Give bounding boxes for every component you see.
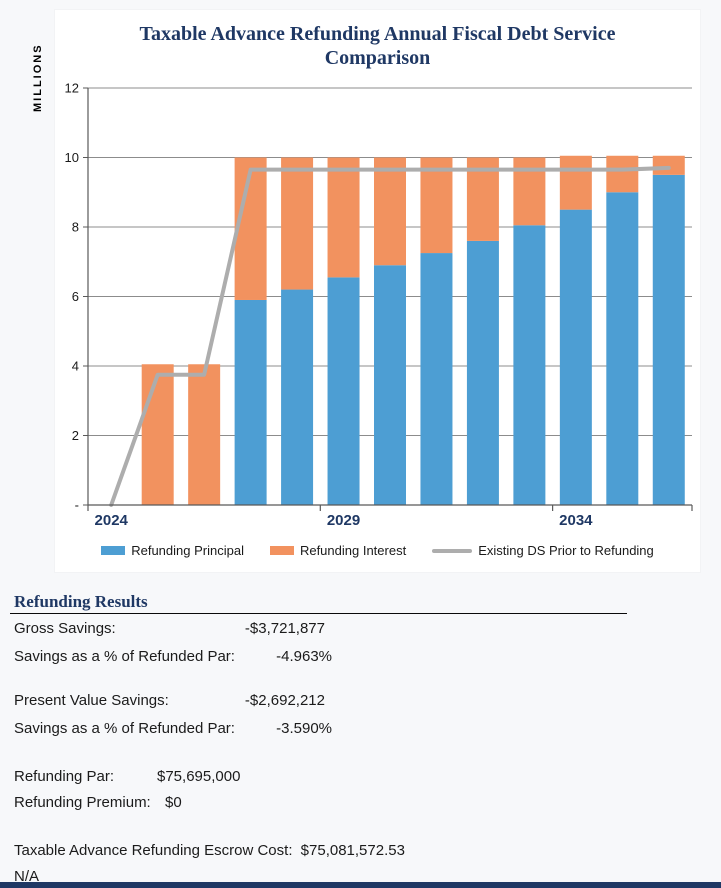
- refunding-par-value: $75,695,000: [157, 768, 241, 785]
- gross-savings-pct-label: Savings as a % of Refunded Par:: [14, 648, 235, 665]
- legend-label: Refunding Principal: [131, 543, 244, 558]
- svg-text:2034: 2034: [559, 512, 593, 529]
- svg-text:4: 4: [72, 359, 79, 374]
- na-label: N/A: [14, 868, 40, 885]
- y-axis-title: MILLIONS: [32, 43, 44, 112]
- escrow-cost-label-and-value: Taxable Advance Refunding Escrow Cost: $…: [14, 842, 405, 859]
- chart-legend: Refunding Principal Refunding Interest E…: [55, 543, 700, 558]
- svg-text:2: 2: [72, 428, 79, 443]
- na-row: N/A: [0, 868, 721, 886]
- interest-swatch-icon: [269, 546, 294, 555]
- refunding-results-section: Refunding Results Gross Savings: -$3,721…: [0, 588, 721, 885]
- pv-savings-value: -$2,692,212: [244, 692, 325, 709]
- legend-item-existing-ds: Existing DS Prior to Refunding: [432, 543, 654, 558]
- pv-savings-pct-label: Savings as a % of Refunded Par:: [14, 720, 235, 737]
- gross-savings-row: Gross Savings: -$3,721,877: [0, 620, 721, 638]
- refunding-premium-label: Refunding Premium:: [14, 794, 151, 811]
- chart-title-line2: Comparison: [324, 47, 431, 69]
- gross-savings-label: Gross Savings:: [14, 620, 116, 637]
- results-divider: [10, 613, 627, 614]
- legend-label: Refunding Interest: [299, 543, 407, 558]
- existing-ds-line-swatch-icon: [432, 548, 473, 553]
- svg-text:2024: 2024: [95, 512, 129, 529]
- refunding-premium-value: $0: [165, 794, 182, 811]
- svg-text:12: 12: [65, 81, 79, 96]
- refunding-par-label: Refunding Par:: [14, 768, 115, 785]
- results-heading: Refunding Results: [14, 592, 148, 611]
- refunding-premium-row: Refunding Premium: $0: [0, 794, 721, 812]
- svg-text:6: 6: [72, 289, 79, 304]
- pv-savings-pct-value: -3.590%: [276, 720, 332, 737]
- escrow-cost-value: $75,081,572.53: [300, 842, 405, 859]
- legend-item-refunding-interest: Refunding Interest: [269, 543, 407, 558]
- svg-text:2029: 2029: [327, 512, 360, 529]
- pv-savings-pct-row: Savings as a % of Refunded Par: -3.590%: [0, 720, 721, 738]
- debt-service-chart: - 2 4 6 8 10 12 2024 2029 2034: [65, 81, 693, 529]
- chart-title: Taxable Advance Refunding Annual Fiscal …: [55, 22, 700, 70]
- principal-swatch-icon: [101, 546, 126, 555]
- footer-bar: [0, 882, 721, 888]
- gross-savings-pct-value: -4.963%: [276, 648, 332, 665]
- legend-item-refunding-principal: Refunding Principal: [101, 543, 244, 558]
- chart-card: - 2 4 6 8 10 12 2024 2029 2034 Taxable Advance Re…: [55, 10, 700, 572]
- gross-savings-value: -$3,721,877: [244, 620, 325, 637]
- gross-savings-pct-row: Savings as a % of Refunded Par: -4.963%: [0, 648, 721, 666]
- pv-savings-label: Present Value Savings:: [14, 692, 169, 709]
- refunding-par-row: Refunding Par: $75,695,000: [0, 768, 721, 786]
- chart-title-line1: Taxable Advance Refunding Annual Fiscal …: [139, 23, 616, 45]
- escrow-cost-row: Taxable Advance Refunding Escrow Cost: $…: [0, 842, 721, 860]
- pv-savings-row: Present Value Savings: -$2,692,212: [0, 692, 721, 710]
- svg-text:10: 10: [65, 150, 79, 165]
- svg-text:-: -: [75, 498, 79, 513]
- svg-text:8: 8: [72, 220, 79, 235]
- legend-label: Existing DS Prior to Refunding: [478, 543, 654, 558]
